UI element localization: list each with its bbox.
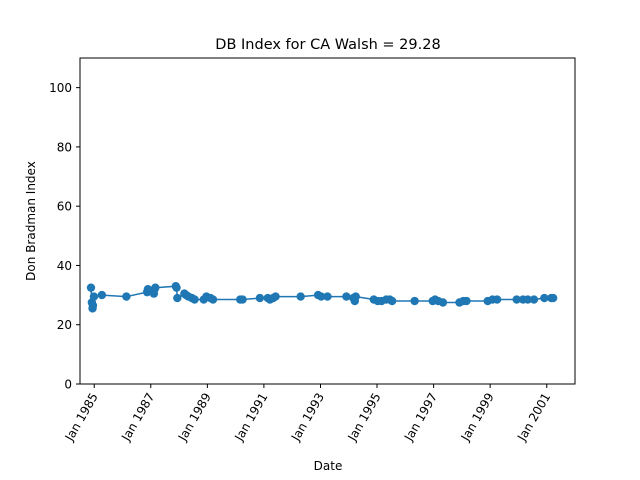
y-tick-label: 0 — [64, 378, 72, 392]
data-point — [296, 292, 305, 301]
data-point — [173, 293, 182, 303]
data-point — [97, 290, 107, 300]
data-point — [255, 293, 265, 303]
data-point — [492, 295, 502, 304]
data-point — [271, 292, 280, 301]
data-point — [89, 292, 99, 301]
data-point — [316, 292, 326, 301]
plot-area — [86, 282, 558, 313]
data-point — [540, 293, 549, 303]
data-point — [151, 283, 160, 292]
data-point — [512, 295, 521, 304]
y-tick-label: 60 — [57, 200, 72, 214]
data-point — [323, 292, 332, 301]
data-point — [548, 293, 558, 303]
y-tick-label: 40 — [57, 259, 72, 273]
data-point — [122, 292, 131, 301]
data-point — [523, 295, 532, 304]
data-point — [238, 295, 247, 304]
data-point — [86, 283, 96, 292]
data-point — [88, 301, 98, 310]
data-point — [172, 283, 181, 292]
y-tick-label: 100 — [49, 81, 72, 95]
data-point — [387, 296, 397, 306]
x-axis-label: Date — [314, 459, 343, 473]
data-point — [190, 295, 199, 304]
data-point — [410, 296, 419, 306]
data-point — [351, 292, 360, 301]
plot-frame — [79, 57, 576, 385]
y-tick-label: 80 — [57, 140, 72, 154]
y-tick-label: 20 — [57, 318, 72, 332]
chart-title: DB Index for CA Walsh = 29.28 — [215, 37, 440, 53]
y-axis: 0 20 40 60 80 100 — [49, 81, 80, 392]
data-point — [438, 298, 448, 307]
data-point — [208, 295, 218, 304]
data-point — [529, 295, 539, 304]
data-point — [342, 292, 351, 301]
data-point — [143, 284, 153, 294]
data-point — [462, 296, 471, 306]
y-axis-label: Don Bradman Index — [24, 161, 38, 281]
